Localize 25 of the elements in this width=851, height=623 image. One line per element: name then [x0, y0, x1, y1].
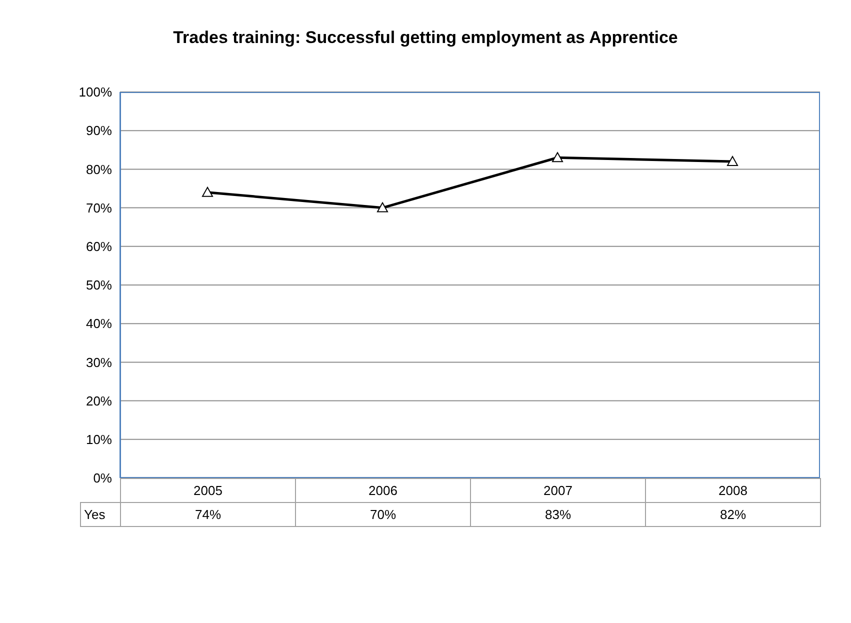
x-tick-label: 2007: [470, 478, 646, 503]
x-tick-label: 2008: [645, 478, 821, 503]
point: [377, 202, 388, 212]
y-tick-label: 0%: [93, 470, 112, 486]
point: [727, 156, 738, 166]
y-tick-label: 50%: [86, 278, 112, 293]
text: Yes: [80, 502, 121, 527]
data-label: 70%: [295, 502, 471, 527]
y-tick-label: 100%: [78, 84, 112, 100]
x-tick-label: 2006: [295, 478, 471, 503]
data-label: 83%: [470, 502, 646, 527]
y-tick-label: 70%: [86, 200, 112, 216]
point: [552, 152, 563, 162]
data-label: 82%: [645, 502, 821, 527]
data-label: 74%: [120, 502, 296, 527]
y-tick-label: 10%: [86, 432, 112, 448]
y-tick-label: 90%: [86, 123, 112, 138]
y-tick-label: 80%: [86, 162, 112, 177]
y-tick-label: 20%: [86, 393, 112, 408]
y-tick-label: 40%: [86, 316, 112, 332]
y-tick-label: 60%: [86, 239, 112, 254]
chart-title: Trades training: Successful getting employment as Apprentice: [172, 28, 679, 48]
point: [202, 186, 213, 197]
y-tick-label: 30%: [86, 354, 112, 370]
x-tick-label: 2005: [120, 478, 296, 503]
